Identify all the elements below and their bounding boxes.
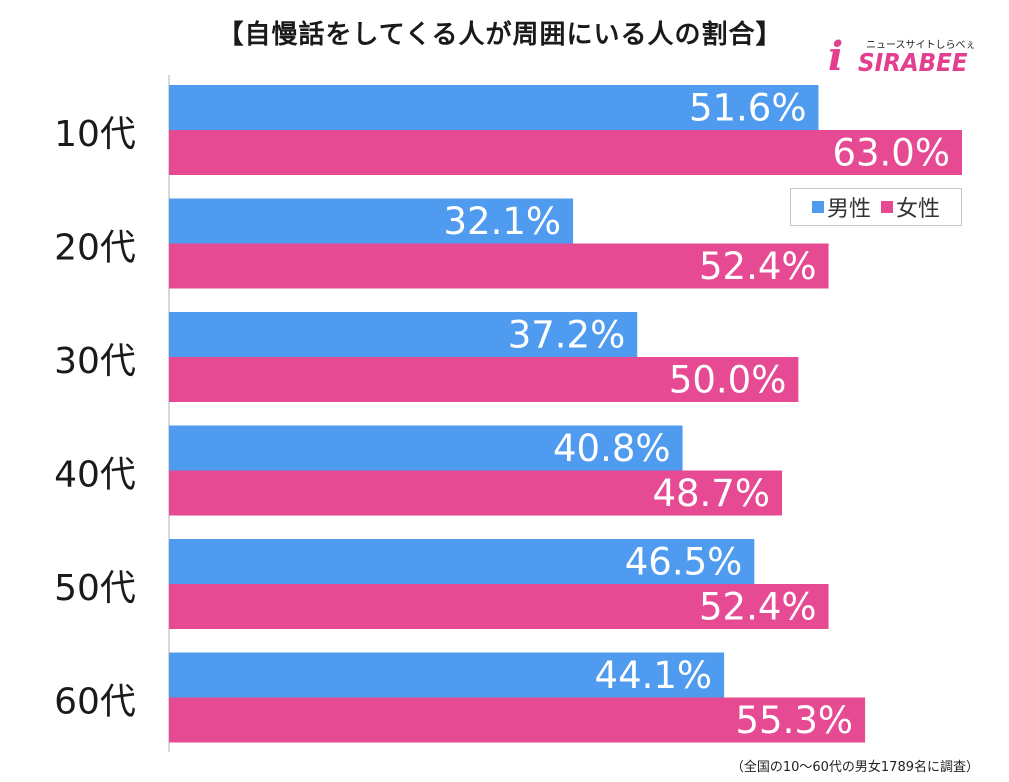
legend-label-male: 男性 [826,197,871,222]
female-value-label: 55.3% [736,699,854,742]
male-value-label: 40.8% [553,427,671,470]
category-label: 10代 [54,114,136,155]
female-bar [169,697,866,743]
female-value-label: 52.4% [699,245,817,288]
legend-label-female: 女性 [896,197,941,222]
category-label: 60代 [54,682,136,723]
female-value-label: 63.0% [832,132,950,175]
female-value-label: 50.0% [669,359,787,402]
category-label: 50代 [54,568,136,609]
female-bar [169,357,799,402]
chart-title: 【自慢話をしてくる人が周囲にいる人の割合】 [217,20,783,50]
male-value-label: 46.5% [625,541,743,584]
male-bar [169,85,819,130]
logo-tagline: ニュースサイトしらべぇ [866,40,976,51]
male-value-label: 44.1% [595,654,713,697]
male-bar [169,539,755,584]
female-value-label: 48.7% [652,472,770,515]
female-bar [169,470,783,516]
logo-wordmark: SIRABEE [858,48,968,77]
male-value-label: 32.1% [444,200,562,243]
logo-i-icon: i [828,33,844,80]
male-value-label: 37.2% [508,314,626,357]
category-label: 20代 [54,228,136,269]
sirabee-logo: ニュースサイトしらべぇ i SIRABEE [826,33,976,80]
male-bar [169,425,683,471]
male-bar [169,198,574,244]
male-value-label: 51.6% [689,87,807,130]
legend-item-female: 女性 [881,191,940,223]
category-label: 30代 [54,341,136,382]
category-label: 40代 [54,455,136,496]
female-bar [169,243,829,289]
survey-footnote: （全国の10〜60代の男女1789名に調査） [730,760,979,775]
female-value-label: 52.4% [699,586,817,629]
male-bar [169,312,638,357]
female-bar [169,130,962,175]
legend-swatch-female [881,201,893,213]
female-bar [169,584,829,629]
legend-item-male: 男性 [811,191,871,223]
legend-swatch-male [811,201,824,213]
male-bar [169,652,725,698]
legend: 男性 女性 [790,188,962,226]
